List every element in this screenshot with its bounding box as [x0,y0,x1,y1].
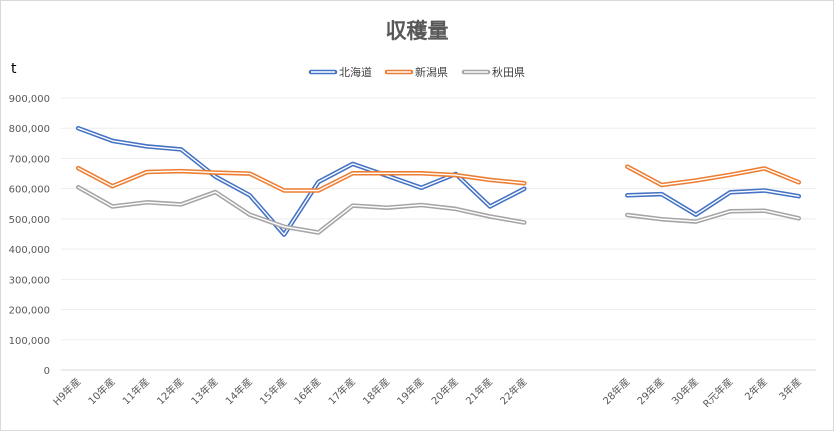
legend: 北海道 新潟県 秋田県 [308,65,525,79]
y-axis-ticks: 0 100,000 200,000 300,000 400,000 500,000 600,… [9,94,50,377]
x-tick-label: 21年産 [463,375,495,407]
x-tick-label: 2年産 [742,375,770,403]
y-tick-label: 0 [44,366,50,377]
legend-item: 新潟県 [384,65,448,79]
x-tick-label: 15年産 [257,375,289,407]
y-axis-unit-label: t [11,61,17,77]
series-line [75,184,802,235]
x-tick-label: 30年産 [669,375,701,407]
legend-label: 秋田県 [492,65,525,79]
y-tick-label: 100,000 [9,336,50,347]
x-tick-label: 29年産 [634,375,666,407]
x-tick-label: 3年産 [776,375,804,403]
x-tick-label: 16年産 [291,375,323,407]
y-tick-label: 800,000 [9,124,50,135]
x-tick-label: 20年産 [428,375,460,407]
x-axis-ticks: H9年産 10年産 11年産 12年産 13年産 14年産 15年産 16年産 17年産 18年産… [50,375,804,410]
x-tick-label: R元年産 [700,375,735,410]
x-tick-label: 13年産 [188,375,220,407]
y-tick-label: 300,000 [9,275,50,286]
x-tick-label: 22年産 [497,375,529,407]
x-tick-label: 28年産 [600,375,632,407]
legend-item: 秋田県 [461,65,525,79]
y-tick-label: 700,000 [9,154,50,165]
y-tick-label: 500,000 [9,215,50,226]
chart-title: 収穫量 [386,19,449,43]
series-line [75,164,802,193]
y-tick-label: 200,000 [9,306,50,317]
x-tick-label: 14年産 [223,375,255,407]
x-tick-label: 17年産 [325,375,357,407]
y-tick-label: 900,000 [9,94,50,105]
series-lines [75,125,802,237]
y-tick-label: 600,000 [9,185,50,196]
y-tick-label: 400,000 [9,245,50,256]
gridlines [61,97,816,371]
x-tick-label: 10年産 [85,375,117,407]
legend-label: 新潟県 [415,65,448,79]
x-tick-label: 11年産 [120,375,152,407]
x-tick-label: 19年産 [394,375,426,407]
x-tick-label: H9年産 [50,375,83,408]
x-tick-label: 12年産 [154,375,186,407]
legend-item: 北海道 [308,65,372,79]
x-tick-label: 18年産 [360,375,392,407]
legend-label: 北海道 [339,65,372,79]
